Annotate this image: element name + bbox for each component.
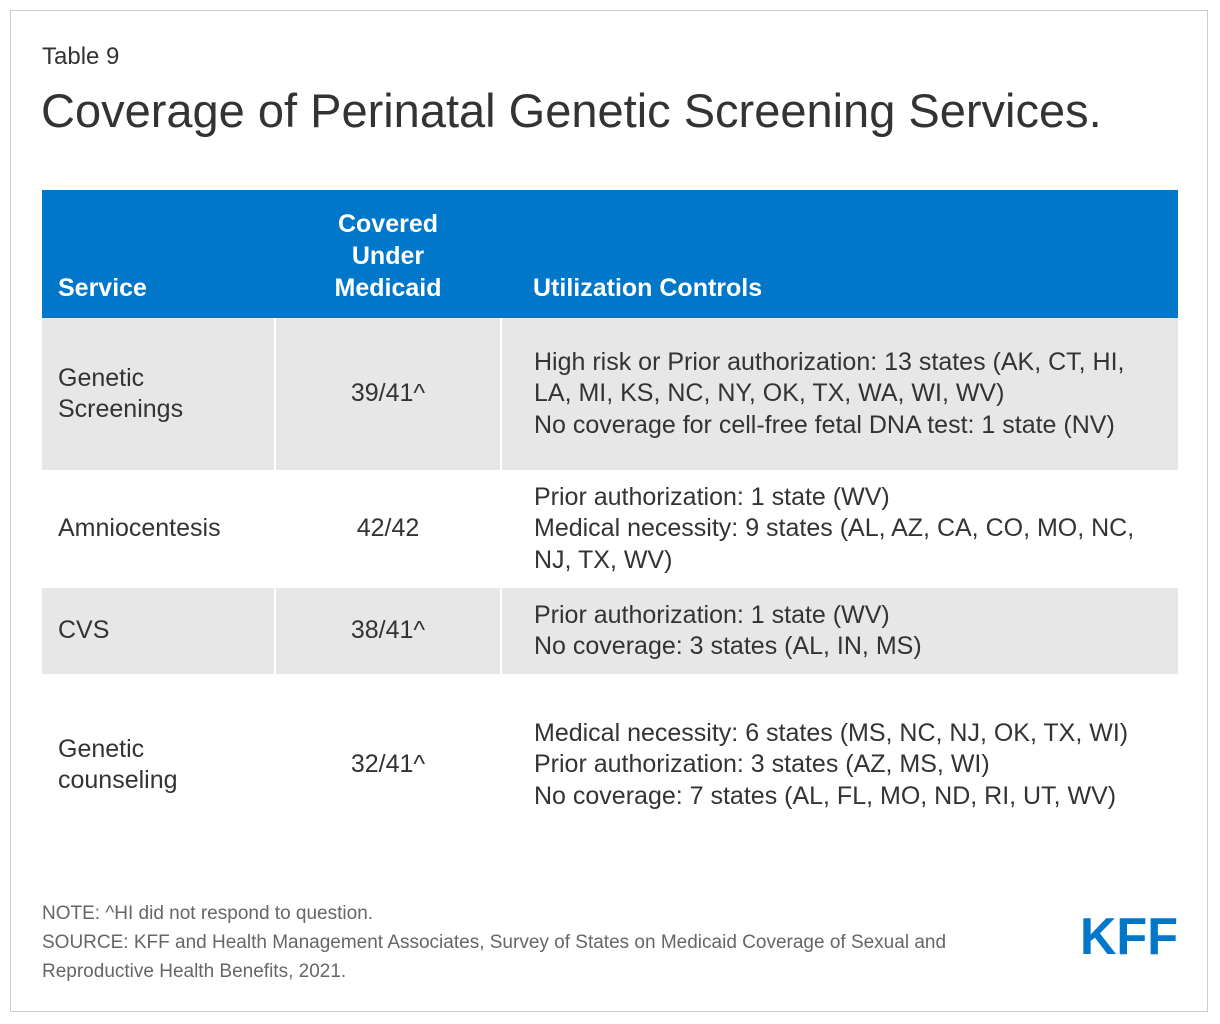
chart-frame (10, 10, 1208, 1012)
control-line: Prior authorization: 3 states (AZ, MS, W… (534, 750, 990, 779)
column-header-service: Service (42, 190, 275, 318)
control-line: No coverage: 3 states (AL, IN, MS) (534, 632, 922, 660)
covered-cell: 32/41^ (274, 674, 501, 856)
controls-cell: Medical necessity: 6 states (MS, NC, NJ,… (500, 674, 1178, 856)
table-row: CVS 38/41^ Prior authorization: 1 state … (42, 588, 1178, 674)
footnotes: NOTE: ^HI did not respond to question. S… (42, 899, 1062, 986)
control-line: High risk or Prior authorization: 13 sta… (534, 347, 1125, 408)
service-cell: Genetic counseling (58, 734, 178, 795)
table-row: Genetic Screenings 39/41^ High risk or P… (42, 318, 1178, 470)
covered-cell: 38/41^ (274, 588, 501, 674)
column-header-covered-line: Covered (337, 210, 439, 238)
control-line: Medical necessity: 9 states (AL, AZ, CA,… (534, 514, 1135, 574)
table-header-row: Service Covered Under Medicaid Utilizati… (42, 190, 1178, 318)
control-line: Medical necessity: 6 states (MS, NC, NJ,… (534, 718, 1129, 747)
table-row: Amniocentesis 42/42 Prior authorization:… (42, 470, 1178, 588)
controls-cell: Prior authorization: 1 state (WV) Medica… (500, 470, 1178, 588)
kff-logo-text: KFF (1080, 913, 1178, 957)
service-cell: CVS (42, 588, 275, 674)
kff-logo: KFF (1080, 913, 1178, 957)
coverage-table: Service Covered Under Medicaid Utilizati… (42, 190, 1178, 856)
control-line: No coverage: 7 states (AL, FL, MO, ND, R… (534, 781, 1117, 810)
column-header-covered-line: Under (351, 242, 425, 270)
table-label: Table 9 (42, 43, 120, 70)
control-line: Prior authorization: 1 state (WV) (534, 482, 890, 511)
controls-cell: High risk or Prior authorization: 13 sta… (500, 318, 1178, 470)
controls-cell: Prior authorization: 1 state (WV) No cov… (500, 588, 1178, 674)
source-text: SOURCE: KFF and Health Management Associ… (42, 932, 947, 982)
page-title: Coverage of Perinatal Genetic Screening … (41, 84, 1102, 137)
control-line: Prior authorization: 1 state (WV) (534, 600, 890, 629)
control-line: No coverage for cell-free fetal DNA test… (534, 410, 1115, 439)
service-cell: Genetic Screenings (42, 318, 275, 470)
column-header-controls: Utilization Controls (501, 190, 1178, 318)
column-header-covered: Covered Under Medicaid (275, 190, 501, 318)
covered-cell: 39/41^ (274, 318, 501, 470)
note-text: NOTE: ^HI did not respond to question. (42, 903, 374, 924)
column-header-covered-line: Medicaid (334, 274, 442, 302)
service-cell: Amniocentesis (58, 514, 221, 543)
covered-cell: 42/42 (274, 470, 501, 588)
table-row: Genetic counseling 32/41^ Medical necess… (42, 674, 1178, 856)
